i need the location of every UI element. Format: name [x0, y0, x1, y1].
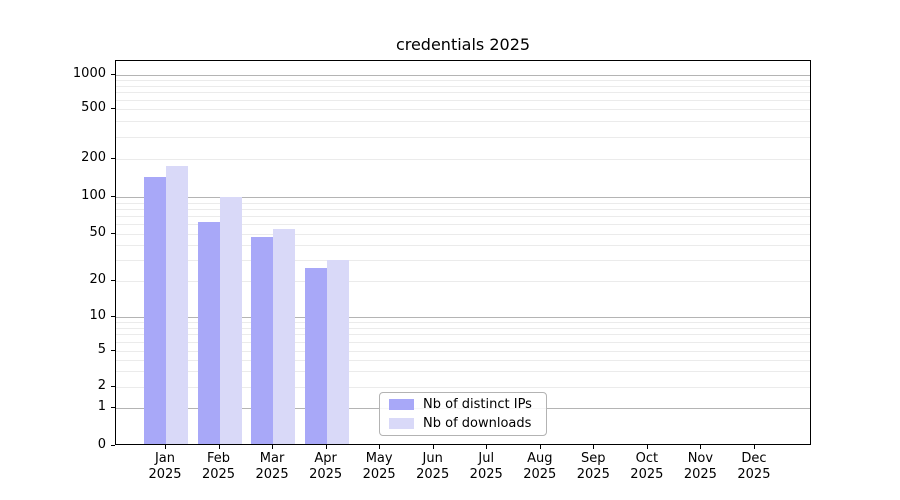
plot-area: Nb of distinct IPs Nb of downloads: [115, 60, 811, 445]
major-gridline: [116, 75, 810, 76]
minor-gridline: [116, 100, 810, 102]
y-tick-mark: [111, 280, 115, 281]
legend: Nb of distinct IPs Nb of downloads: [379, 392, 547, 436]
minor-gridline: [116, 202, 810, 204]
bar-distinct-ips-jan: [144, 176, 166, 444]
x-tick-mark: [486, 445, 488, 449]
x-tick-label: May 2025: [362, 451, 396, 482]
minor-gridline: [116, 216, 810, 218]
y-tick-mark: [111, 196, 115, 197]
y-tick-mark: [111, 445, 115, 446]
minor-gridline: [116, 224, 810, 226]
minor-gridline: [116, 322, 810, 324]
bar-downloads-feb: [219, 197, 242, 444]
bar-downloads-mar: [273, 228, 296, 444]
bar-downloads-apr: [326, 259, 349, 444]
minor-gridline: [116, 359, 810, 361]
x-tick-label: Jan 2025: [148, 451, 182, 482]
x-tick-mark: [646, 445, 648, 449]
y-tick-label: 0: [97, 437, 106, 452]
minor-gridline: [116, 334, 810, 336]
minor-gridline: [116, 121, 810, 123]
minor-gridline: [116, 351, 810, 352]
major-gridline: [116, 317, 810, 318]
minor-gridline: [116, 136, 810, 138]
x-tick-label: Oct 2025: [630, 451, 664, 482]
y-tick-mark: [111, 233, 115, 234]
x-tick-mark: [379, 445, 381, 449]
bar-distinct-ips-apr: [304, 267, 327, 444]
x-tick-mark: [700, 445, 702, 449]
legend-swatch-downloads: [389, 418, 414, 429]
x-tick-label: Sep 2025: [576, 451, 610, 482]
minor-gridline: [116, 92, 810, 94]
y-tick-mark: [111, 386, 115, 387]
y-tick-mark: [111, 158, 115, 159]
y-tick-mark: [111, 74, 115, 75]
legend-swatch-distinct-ips: [389, 399, 414, 410]
minor-gridline: [116, 245, 810, 247]
y-tick-label: 10: [89, 308, 106, 323]
legend-label-distinct-ips: Nb of distinct IPs: [423, 396, 532, 412]
minor-gridline: [116, 260, 810, 262]
x-tick-mark: [539, 445, 541, 449]
y-tick-mark: [111, 108, 115, 109]
x-tick-mark: [218, 445, 220, 449]
x-tick-mark: [593, 445, 595, 449]
minor-gridline: [116, 159, 810, 160]
y-tick-label: 50: [89, 225, 106, 240]
minor-gridline: [116, 80, 810, 82]
minor-gridline: [116, 327, 810, 329]
minor-gridline: [116, 208, 810, 210]
x-tick-mark: [432, 445, 434, 449]
major-gridline: [116, 197, 810, 198]
bar-distinct-ips-mar: [251, 237, 274, 444]
x-tick-label: Nov 2025: [683, 451, 717, 482]
y-tick-mark: [111, 350, 115, 351]
y-tick-label: 500: [81, 100, 106, 115]
y-tick-label: 1: [97, 399, 106, 414]
y-tick-label: 100: [81, 188, 106, 203]
y-tick-label: 2: [97, 378, 106, 393]
y-tick-label: 5: [97, 342, 106, 357]
legend-item-distinct-ips: Nb of distinct IPs: [389, 396, 546, 412]
x-tick-label: Dec 2025: [737, 451, 771, 482]
x-tick-mark: [325, 445, 327, 449]
minor-gridline: [116, 85, 810, 87]
x-tick-label: Jul 2025: [469, 451, 503, 482]
x-tick-label: Jun 2025: [416, 451, 450, 482]
x-tick-label: Mar 2025: [255, 451, 289, 482]
x-tick-label: Aug 2025: [523, 451, 557, 482]
minor-gridline: [116, 371, 810, 373]
y-tick-label: 200: [81, 150, 106, 165]
x-tick-mark: [165, 445, 166, 449]
y-tick-label: 20: [89, 272, 106, 287]
minor-gridline: [116, 342, 810, 344]
y-tick-mark: [111, 316, 115, 317]
bar-downloads-jan: [166, 165, 188, 444]
y-tick-label: 1000: [72, 66, 106, 81]
minor-gridline: [116, 234, 810, 235]
x-tick-mark: [272, 445, 274, 449]
legend-item-downloads: Nb of downloads: [389, 415, 546, 431]
minor-gridline: [116, 109, 810, 110]
minor-gridline: [116, 387, 810, 388]
bar-distinct-ips-feb: [197, 222, 220, 444]
x-tick-label: Apr 2025: [309, 451, 343, 482]
chart-title: credentials 2025: [395, 35, 531, 54]
y-tick-mark: [111, 407, 115, 408]
x-tick-mark: [753, 445, 755, 449]
minor-gridline: [116, 281, 810, 282]
legend-label-downloads: Nb of downloads: [423, 415, 532, 431]
x-tick-label: Feb 2025: [201, 451, 236, 482]
